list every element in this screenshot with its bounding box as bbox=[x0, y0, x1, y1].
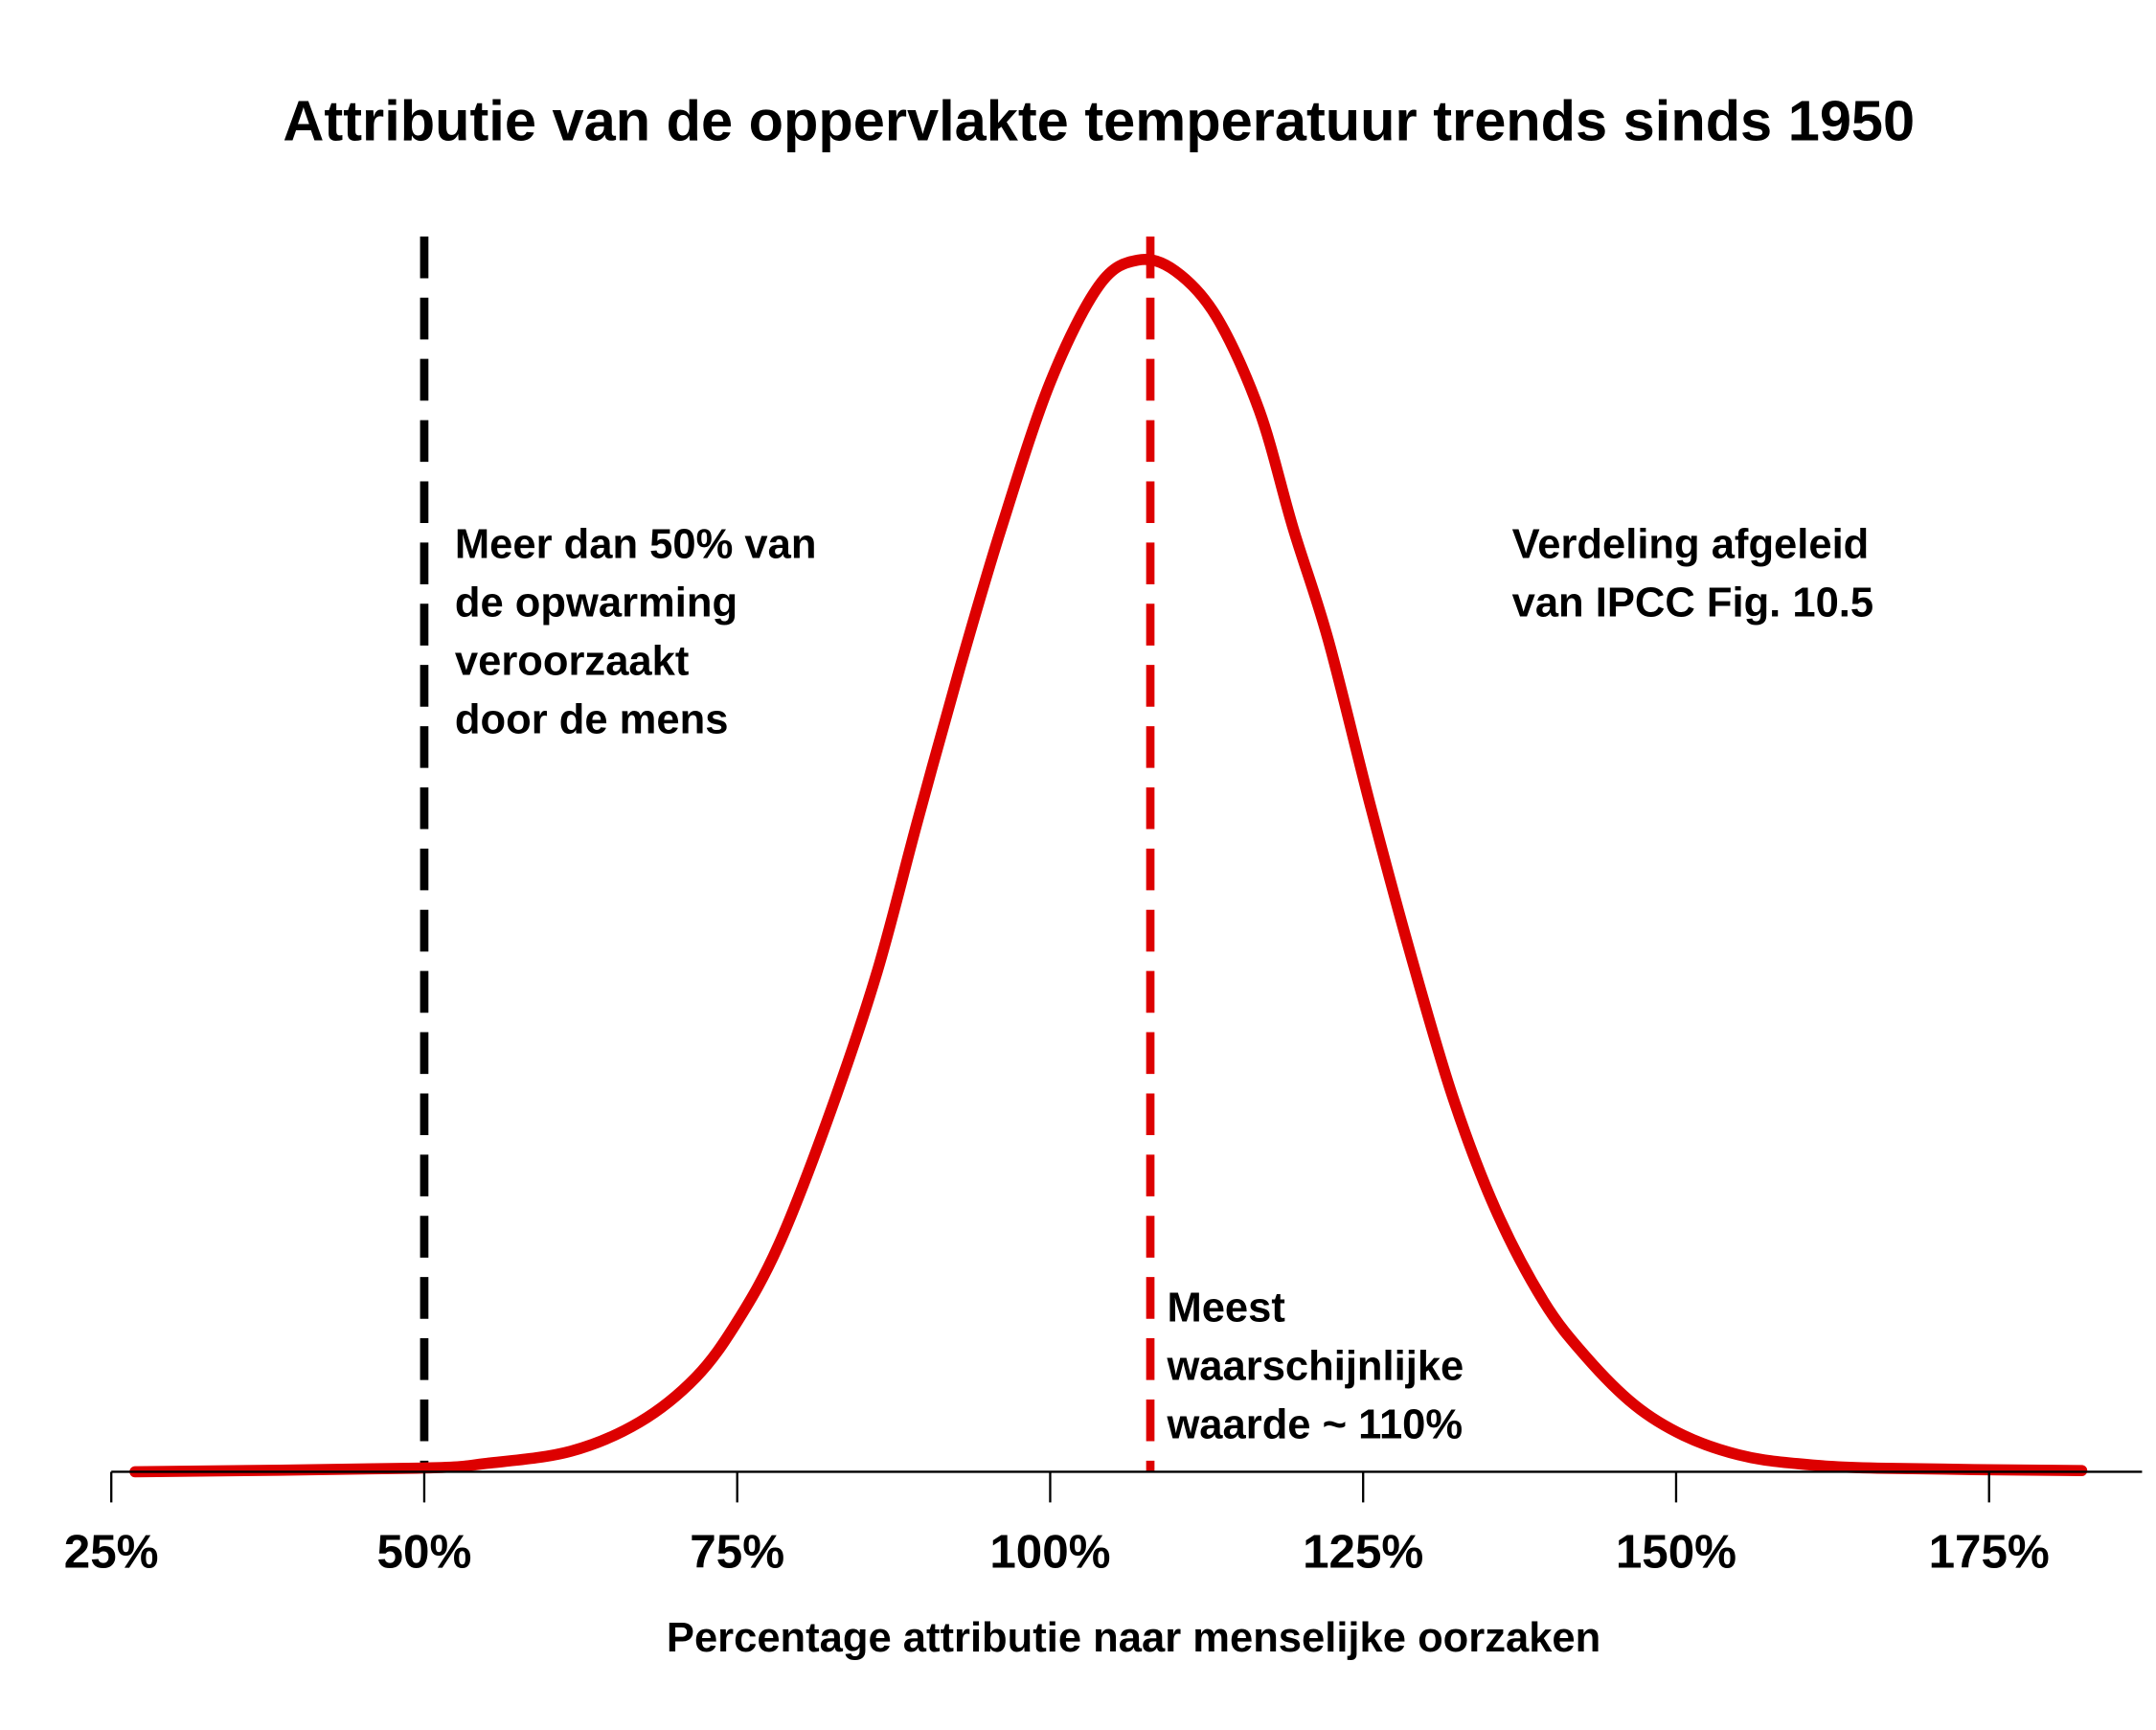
annotation-line: van IPCC Fig. 10.5 bbox=[1512, 580, 1874, 626]
annotation-line: door de mens bbox=[455, 696, 729, 742]
x-tick-label: 175% bbox=[1929, 1526, 2050, 1579]
chart-title: Attributie van de oppervlakte temperatuu… bbox=[283, 89, 1915, 153]
x-tick-label: 25% bbox=[64, 1526, 159, 1579]
annotation-most-likely: Meest waarschijnlijke waarde ~ 110% bbox=[1166, 1286, 1464, 1448]
annotation-line: Meer dan 50% van bbox=[455, 521, 817, 567]
x-tick-label: 75% bbox=[690, 1526, 784, 1579]
annotation-source: Verdeling afgeleid van IPCC Fig. 10.5 bbox=[1512, 521, 1874, 626]
annotation-threshold: Meer dan 50% van de opwarming veroorzaak… bbox=[455, 521, 817, 742]
x-tick-label: 100% bbox=[989, 1526, 1110, 1579]
annotation-line: waarschijnlijke bbox=[1166, 1344, 1464, 1390]
distribution-curve bbox=[129, 254, 2088, 1478]
x-tick-label: 50% bbox=[377, 1526, 472, 1579]
x-tick-label: 150% bbox=[1616, 1526, 1736, 1579]
annotation-line: Meest bbox=[1167, 1286, 1284, 1332]
annotation-line: de opwarming bbox=[455, 580, 738, 626]
annotation-line: Verdeling afgeleid bbox=[1512, 521, 1870, 567]
annotation-line: veroorzaakt bbox=[455, 638, 689, 684]
x-tick-label: 125% bbox=[1303, 1526, 1423, 1579]
annotation-line: waarde ~ 110% bbox=[1166, 1402, 1463, 1448]
x-axis-label: Percentage attributie naar menselijke oo… bbox=[667, 1615, 1600, 1661]
